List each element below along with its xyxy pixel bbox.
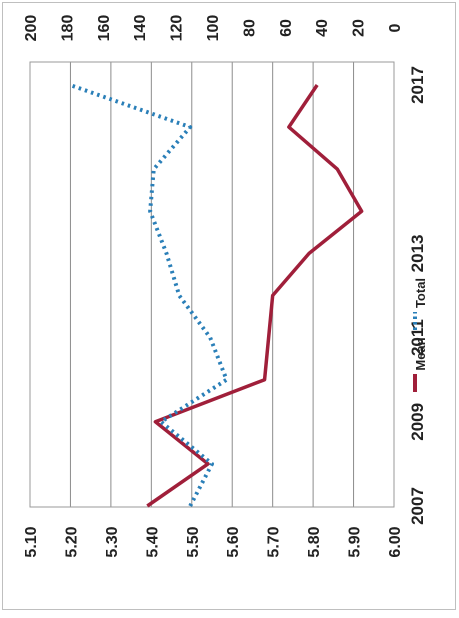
legend: Mean Total [413,278,428,392]
x-axis-tick-label: 2007 [408,487,427,525]
x-axis-tick-label: 2017 [408,66,427,104]
right-axis-tick-label: 0 [387,23,404,32]
right-axis-tick-label: 40 [314,19,331,37]
right-axis-ticks: 0 20 40 60 80 100 120 140 160 180 200 [23,15,404,42]
right-axis-tick-label: 140 [132,15,149,42]
x-axis-tick-label: 2013 [408,234,427,272]
chart-frame [2,2,456,610]
left-axis-tick-label: 5.20 [63,526,80,557]
right-axis-tick-label: 180 [59,15,76,42]
series-line-total [69,83,229,507]
left-axis-tick-label: 5.50 [185,526,202,557]
series-line-mean [146,84,364,508]
left-axis-tick-label: 5.40 [144,526,161,557]
left-axis-tick-label: 5.80 [306,526,323,557]
x-axis-ticks: 2007 2009 2011 2013 2017 [408,66,427,525]
right-axis-tick-label: 20 [351,19,368,37]
right-axis-tick-label: 200 [23,15,40,42]
left-axis-tick-label: 5.60 [225,526,242,557]
left-axis-ticks: 5.10 5.20 5.30 5.40 5.50 5.60 5.70 5.80 5.90 6.00 [23,526,404,557]
left-axis-tick-label: 5.70 [266,526,283,557]
left-axis-tick-label: 5.90 [347,526,364,557]
left-axis-tick-label: 5.10 [23,526,40,557]
x-axis-tick-label: 2011 [408,319,427,356]
right-axis-tick-label: 120 [169,15,186,42]
left-axis-tick-label: 6.00 [387,526,404,557]
right-axis-tick-label: 160 [96,15,113,42]
x-axis-tick-label: 2009 [408,403,427,441]
right-axis-tick-label: 60 [278,19,295,37]
right-axis-tick-label: 100 [205,15,222,42]
plot-area [29,61,395,508]
right-axis-tick-label: 80 [241,19,258,37]
left-axis-tick-label: 5.30 [104,526,121,557]
legend-label-mean: Mean [413,337,428,370]
series-layer [69,83,364,508]
legend-label-total: Total [413,278,428,308]
